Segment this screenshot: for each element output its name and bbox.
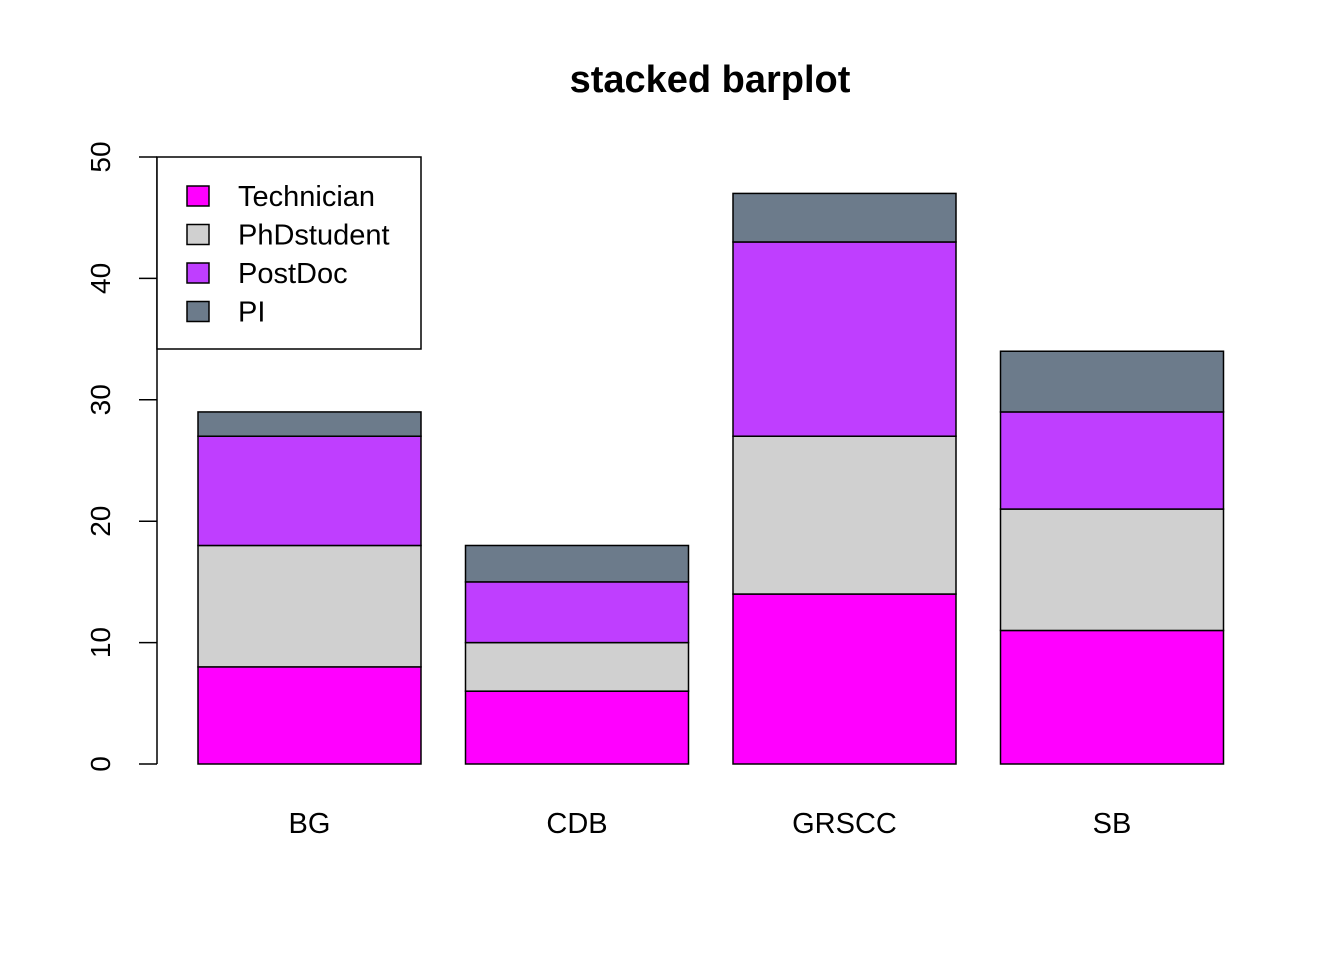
bar-segment-phdstudent-grscc: [732, 435, 957, 595]
legend-swatch-pi: [186, 300, 210, 323]
legend: Technician PhDstudent PostDoc PI: [156, 156, 422, 350]
bar-segment-technician-cdb: [464, 690, 690, 765]
bars: [197, 192, 1225, 765]
y-tick-label: 40: [85, 263, 116, 294]
legend-swatch-postdoc: [186, 262, 210, 284]
y-axis: 0 10 20 30 40 50: [85, 141, 158, 772]
bar-segment-postdoc-sb: [999, 411, 1225, 510]
x-axis-labels: BG CDB GRSCC SB: [289, 808, 1132, 840]
x-tick-label: SB: [1093, 808, 1132, 840]
legend-swatch-phdstudent: [186, 223, 210, 246]
bar-segment-technician-bg: [197, 666, 422, 765]
bar-segment-postdoc-bg: [197, 435, 422, 547]
bar-segment-pi-sb: [999, 350, 1225, 413]
x-tick-label: GRSCC: [792, 808, 897, 840]
legend-label-postdoc: PostDoc: [238, 258, 348, 290]
bar-segment-postdoc-grscc: [732, 241, 957, 437]
bar-segment-phdstudent-cdb: [464, 641, 690, 692]
y-tick-label: 10: [85, 627, 116, 658]
y-tick-label: 20: [85, 506, 116, 537]
bar-segment-technician-sb: [999, 629, 1225, 765]
x-tick-label: BG: [289, 808, 331, 840]
bar-segment-pi-cdb: [464, 544, 690, 583]
chart-title: stacked barplot: [570, 59, 851, 101]
y-tick-label: 0: [85, 756, 116, 772]
legend-swatch-technician: [186, 185, 210, 207]
bar-segment-pi-grscc: [732, 192, 957, 243]
x-tick-label: CDB: [546, 808, 607, 840]
bar-segment-pi-bg: [197, 411, 422, 437]
y-tick-label: 50: [85, 141, 116, 172]
legend-label-pi: PI: [238, 297, 265, 329]
bar-segment-phdstudent-bg: [197, 544, 422, 668]
bar-segment-postdoc-cdb: [464, 581, 690, 644]
y-tick-label: 30: [85, 384, 116, 415]
legend-label-phdstudent: PhDstudent: [238, 220, 390, 252]
legend-label-technician: Technician: [238, 181, 375, 213]
bar-segment-phdstudent-sb: [999, 508, 1225, 632]
bar-segment-technician-grscc: [732, 593, 957, 765]
